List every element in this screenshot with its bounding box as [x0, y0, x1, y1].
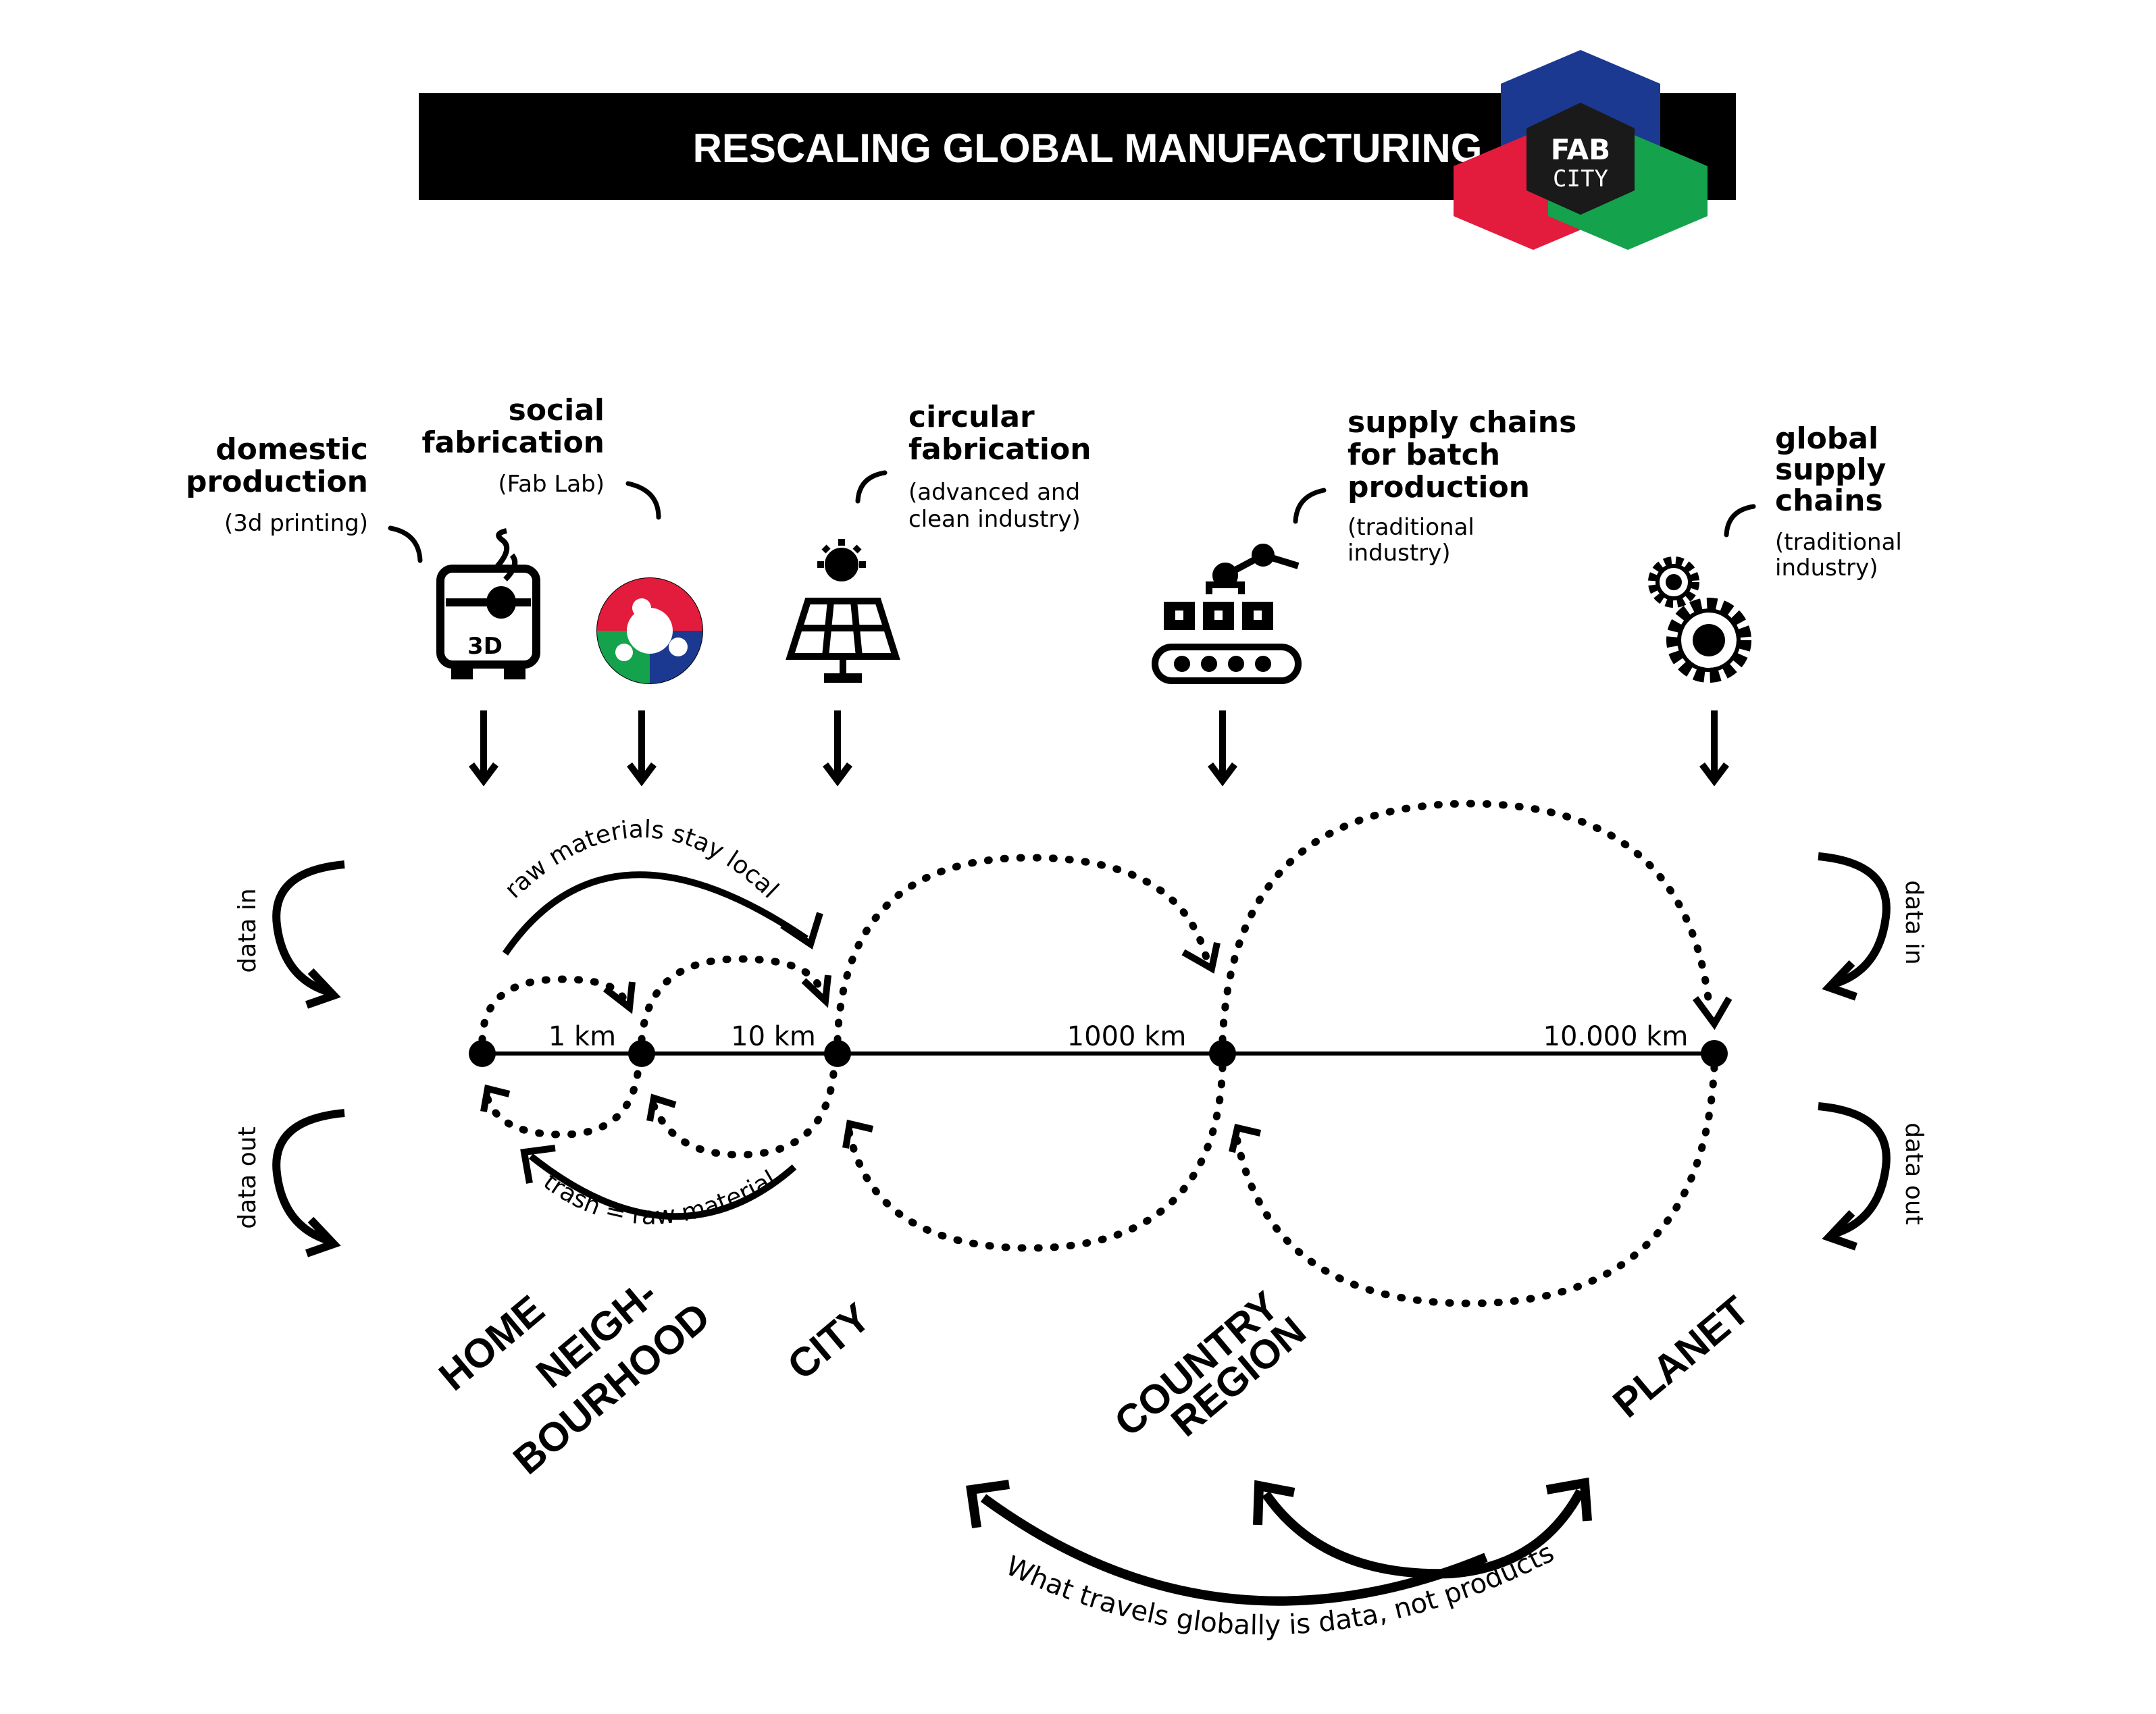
social-title-1: social: [509, 393, 605, 427]
data-out-right-label: data out: [1900, 1122, 1928, 1225]
social-title-2: fabrication: [421, 425, 605, 460]
circular-sub-2: clean industry): [908, 506, 1081, 533]
distance-1km: 1 km: [548, 1021, 616, 1052]
fab-city-logo: FAB CITY: [1454, 50, 1708, 250]
data-in-left-arrow: [272, 860, 345, 997]
header: RESCALING GLOBAL MANUFACTURING FAB CITY: [419, 50, 1736, 250]
distance-10000km: 10.000 km: [1543, 1021, 1689, 1052]
raw-materials-label: raw materials stay local: [500, 816, 784, 904]
label-planet: PLANET: [1604, 1287, 1757, 1426]
domestic-sub: (3d printing): [224, 510, 368, 537]
label-city: CITY: [779, 1295, 879, 1388]
global-title-3: chains: [1775, 484, 1883, 518]
circular-sub-1: (advanced and: [908, 479, 1080, 506]
loop-neigh-top: [638, 955, 825, 1044]
distance-10km: 10 km: [731, 1021, 816, 1052]
category-circular: circular fabrication (advanced and clean…: [908, 400, 1092, 533]
label-home: HOME: [430, 1287, 553, 1399]
scale-line: 1 km 10 km 1000 km 10.000 km: [469, 1021, 1728, 1067]
category-domestic: domestic production (3d printing): [186, 432, 368, 537]
global-arrows: [966, 1477, 1592, 1606]
circular-title-2: fabrication: [908, 432, 1092, 467]
arc-raw-materials: [502, 871, 808, 956]
circular-connector: [855, 470, 888, 504]
logo-text-city: CITY: [1553, 165, 1608, 192]
loop-neigh-bottom: [648, 1070, 838, 1159]
node-country: [1209, 1040, 1236, 1067]
category-supply: supply chains for batch production (trad…: [1348, 405, 1576, 567]
gears-icon: [1648, 556, 1751, 683]
data-out-left-label: data out: [234, 1126, 261, 1229]
supply-sub-1: (traditional: [1348, 514, 1474, 541]
domestic-connector: [388, 525, 423, 563]
supply-title-3: production: [1348, 470, 1530, 504]
fab-lab-logo-icon: [596, 577, 703, 684]
supply-connector: [1293, 488, 1327, 524]
loop-home-top: [478, 975, 628, 1044]
domestic-title-1: domestic: [215, 432, 368, 467]
loop-city-bottom: [844, 1063, 1227, 1252]
node-city: [824, 1040, 851, 1067]
data-in-right-arrow: [1818, 852, 1891, 989]
trash-label: trash = raw material: [538, 1166, 781, 1230]
data-in-left-label: data in: [234, 888, 261, 972]
page-title: RESCALING GLOBAL MANUFACTURING: [693, 126, 1483, 171]
loop-home-bottom: [482, 1070, 642, 1139]
loop-city-top: [833, 854, 1210, 1044]
3d-printer-label: 3D: [467, 633, 503, 660]
logo-hex-center: [1526, 103, 1635, 215]
global-arrow-left: [980, 1494, 1488, 1606]
data-in-right-label: data in: [1900, 880, 1928, 964]
supply-sub-2: industry): [1348, 540, 1451, 567]
solid-arcs: [502, 871, 823, 1220]
arc-trash: [528, 1153, 797, 1220]
global-title-1: global: [1775, 421, 1878, 456]
loop-country-bottom: [1232, 1063, 1718, 1307]
node-planet: [1701, 1040, 1728, 1067]
global-title-2: supply: [1775, 452, 1886, 487]
global-arrow-right: [1262, 1488, 1585, 1579]
global-sub-2: industry): [1775, 554, 1878, 581]
domestic-title-2: production: [186, 465, 368, 499]
3d-printer-icon: [436, 528, 540, 679]
data-arrows: [272, 852, 1891, 1257]
icon-down-arrows: [469, 710, 1729, 787]
global-sub-1: (traditional: [1775, 529, 1902, 556]
category-global: global supply chains (traditional indust…: [1775, 421, 1902, 581]
category-social: social fabrication (Fab Lab): [421, 393, 605, 498]
supply-title-1: supply chains: [1348, 405, 1576, 440]
data-out-left-arrow: [272, 1109, 345, 1245]
loop-arrowheads: [480, 941, 1732, 1153]
loop-country-top: [1218, 800, 1713, 1044]
solar-panel-icon: [786, 539, 900, 683]
scale-labels: HOME NEIGH- BOURHOOD CITY COUNTRY REGION…: [430, 1271, 1757, 1483]
logo-text-fab: FAB: [1551, 133, 1610, 166]
dotted-loops: [478, 800, 1718, 1307]
circular-title-1: circular: [908, 400, 1035, 434]
node-neighbourhood: [628, 1040, 655, 1067]
social-sub: (Fab Lab): [498, 471, 605, 498]
data-out-right-arrow: [1818, 1102, 1891, 1239]
node-home: [469, 1040, 496, 1067]
supply-title-2: for batch: [1348, 438, 1500, 472]
social-connector: [625, 481, 661, 520]
global-connector: [1724, 504, 1756, 538]
factory-robot-icon: [1152, 544, 1302, 684]
distance-1000km: 1000 km: [1067, 1021, 1187, 1052]
